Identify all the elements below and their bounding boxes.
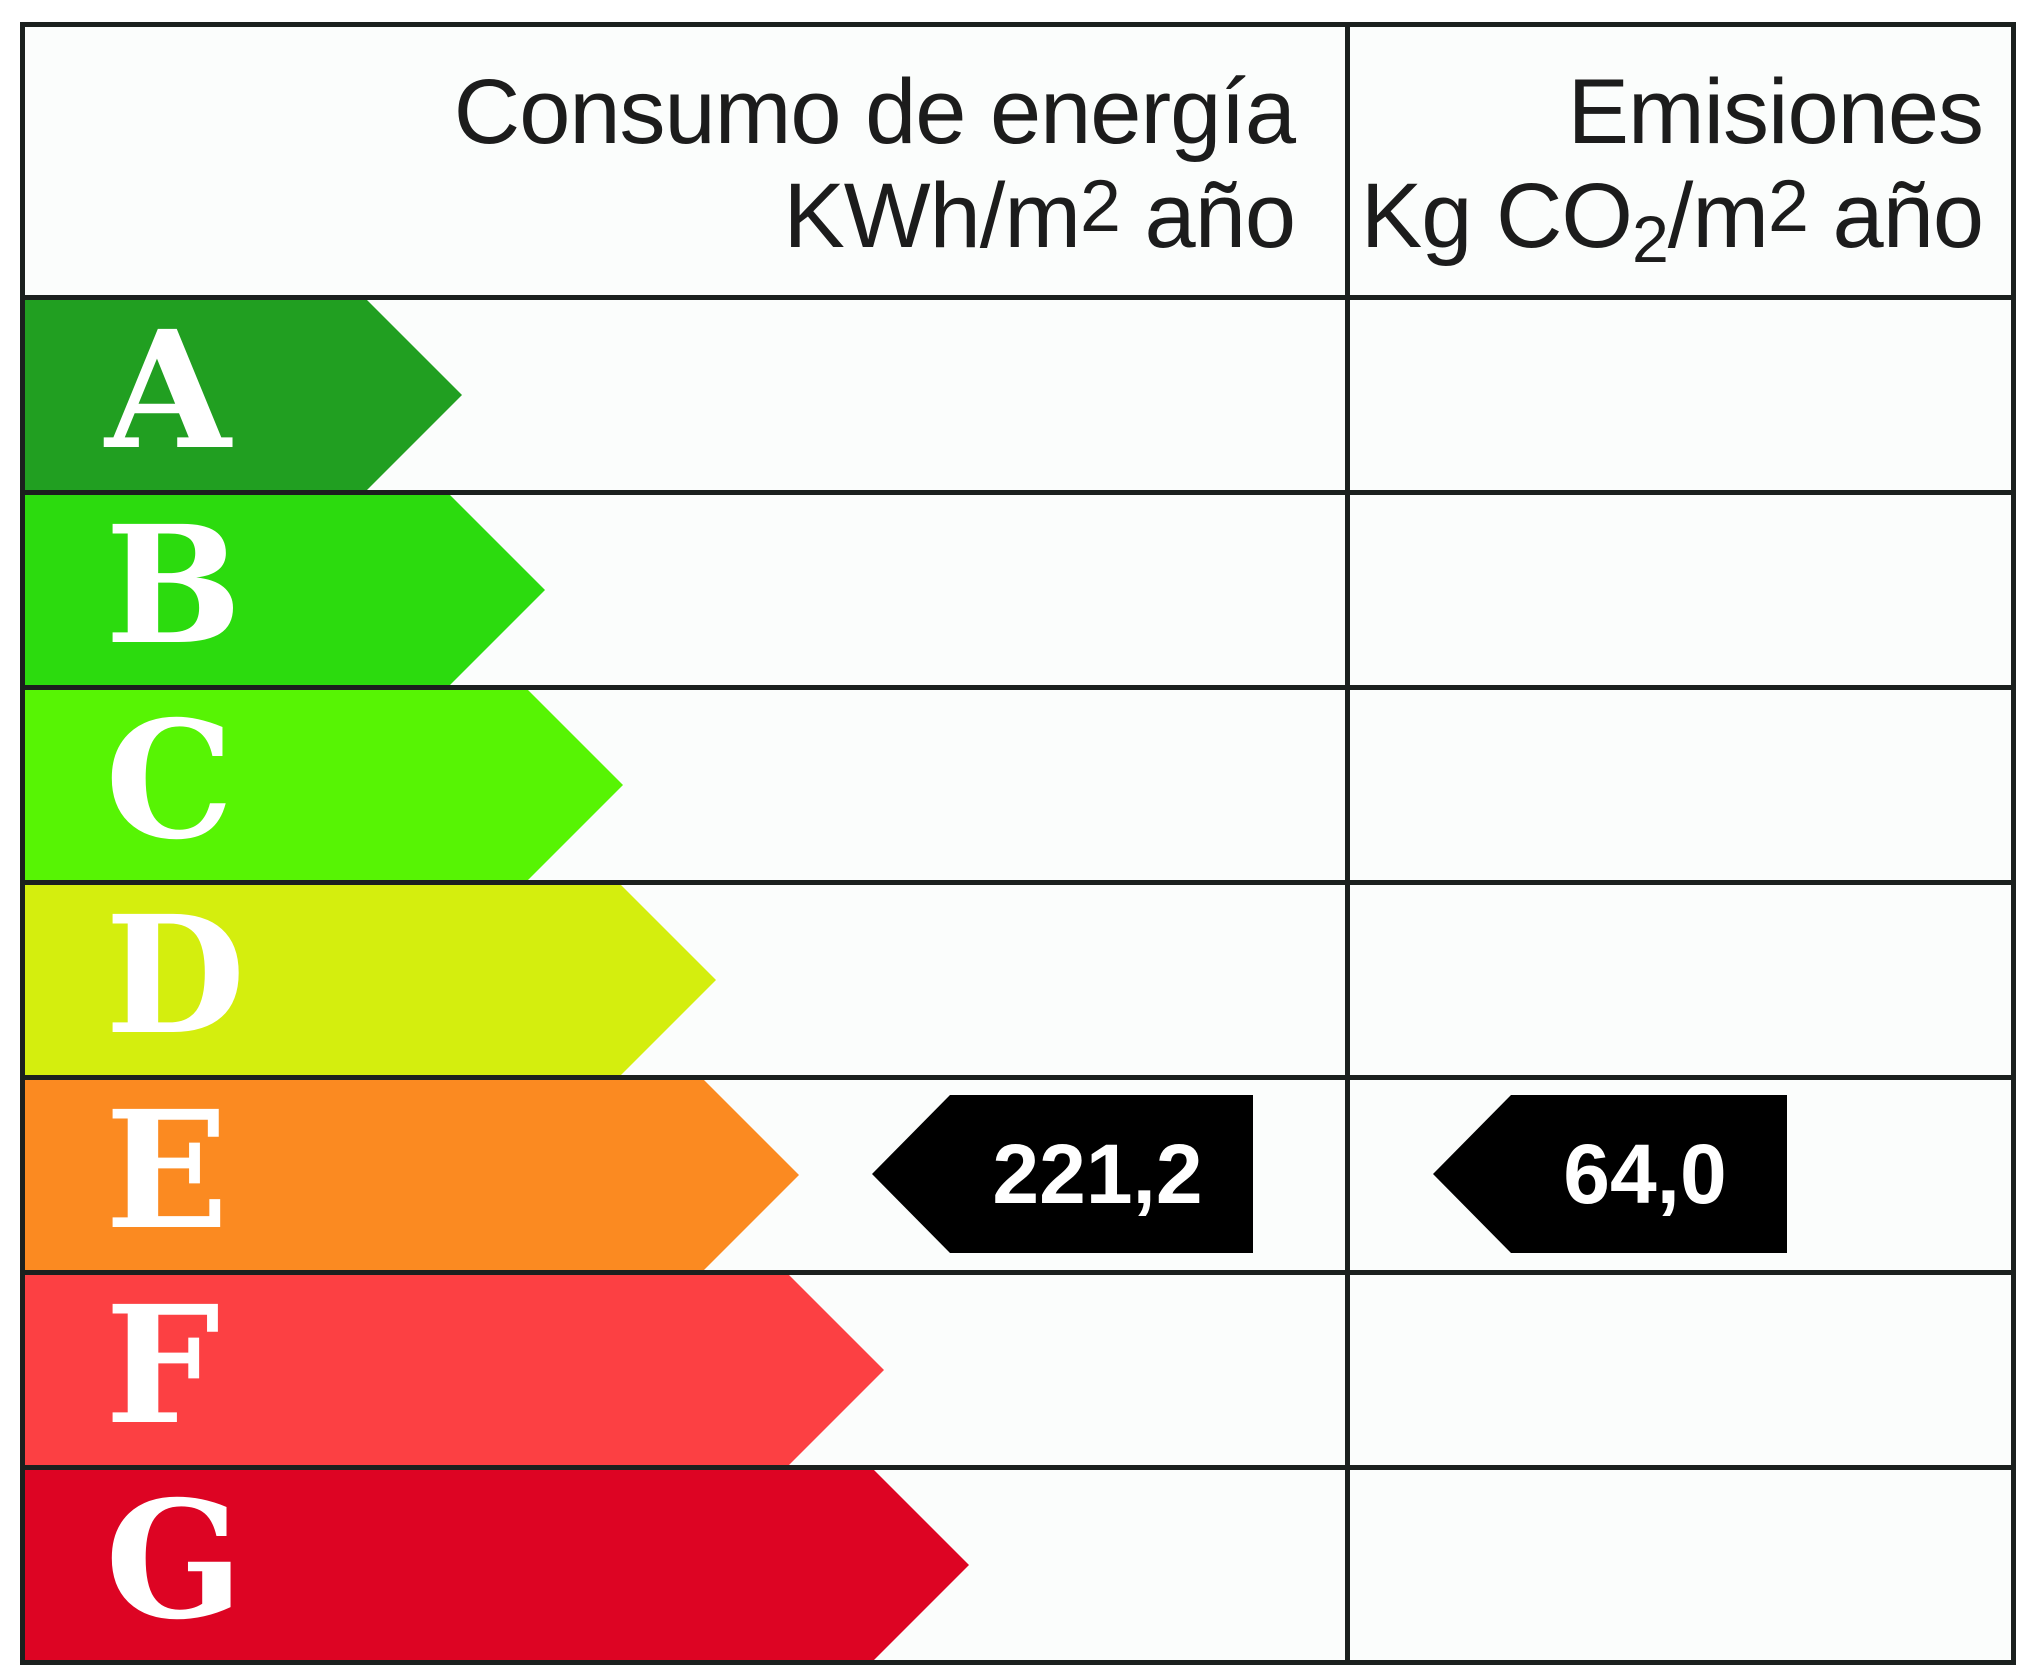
rating-letter-e: E <box>105 1076 229 1266</box>
rating-row-f: F <box>25 1270 2011 1465</box>
emissions-unit-part3: año <box>1807 165 1984 267</box>
emissions-column-unit: Kg CO2/m2 año <box>1345 163 1984 277</box>
energy-column-title: Consumo de energía <box>453 61 1296 164</box>
rating-band-f: F <box>25 1275 884 1465</box>
energy-column-header: Consumo de energía KWh/m2 año <box>25 27 1345 295</box>
table-header: Consumo de energía KWh/m2 año Emisiones … <box>25 27 2011 295</box>
energy-column-unit: KWh/m2 año <box>25 163 1296 269</box>
emissions-value-arrow: 64,0 <box>1433 1095 1787 1253</box>
rating-band-d: D <box>25 885 716 1075</box>
energy-unit-prefix: KWh/m <box>783 165 1081 267</box>
rating-letter-f: F <box>105 1271 221 1461</box>
rating-letter-d: D <box>105 881 246 1071</box>
emissions-value: 64,0 <box>1563 1126 1727 1221</box>
rating-band-e: E <box>25 1080 799 1270</box>
rating-row-c: C <box>25 685 2011 880</box>
rating-row-b: B <box>25 490 2011 685</box>
energy-value-arrow: 221,2 <box>872 1095 1253 1253</box>
rating-band-a: A <box>25 300 462 490</box>
rating-letter-c: C <box>105 686 234 876</box>
emissions-column-title: Emisiones <box>1567 61 1984 164</box>
energy-value: 221,2 <box>992 1126 1203 1221</box>
rating-row-e: E <box>25 1075 2011 1270</box>
emissions-column-header: Emisiones Kg CO2/m2 año <box>1345 27 2011 295</box>
emissions-unit-subscript: 2 <box>1631 202 1669 277</box>
rating-letter-b: B <box>105 491 242 681</box>
column-divider <box>1345 27 1350 1660</box>
rating-band-g: G <box>25 1470 969 1660</box>
emissions-unit-superscript: 2 <box>1768 163 1809 247</box>
rating-row-g: G <box>25 1465 2011 1660</box>
rating-band-c: C <box>25 690 623 880</box>
rating-letter-g: G <box>105 1466 244 1656</box>
rating-table: Consumo de energía KWh/m2 año Emisiones … <box>20 22 2016 1665</box>
emissions-unit-part1: Kg CO <box>1360 165 1633 267</box>
energy-unit-suffix: año <box>1119 165 1296 267</box>
energy-unit-superscript: 2 <box>1080 163 1121 247</box>
rating-row-a: A <box>25 295 2011 490</box>
rating-band-b: B <box>25 495 545 685</box>
rating-letter-a: A <box>105 296 231 486</box>
emissions-unit-part2: /m <box>1667 165 1769 267</box>
rating-rows: A B C D E <box>25 295 2011 1660</box>
rating-row-d: D <box>25 880 2011 1075</box>
